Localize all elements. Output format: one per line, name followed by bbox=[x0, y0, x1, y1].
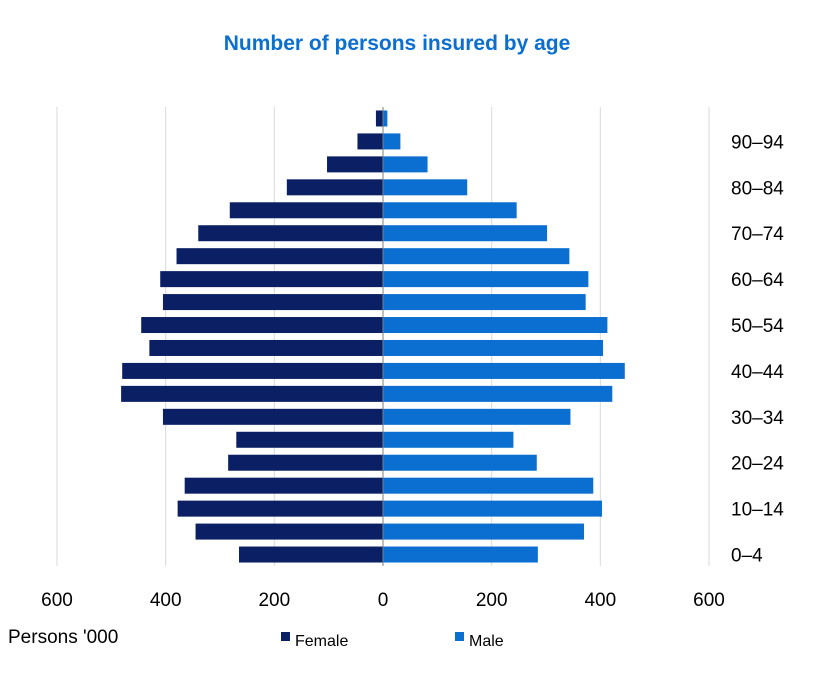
x-tick-label: 400 bbox=[584, 590, 616, 611]
bar-female bbox=[236, 431, 383, 448]
bar-female bbox=[176, 248, 383, 265]
bars bbox=[121, 110, 625, 563]
legend: Female Male bbox=[281, 632, 504, 650]
bar-male bbox=[383, 431, 514, 448]
age-label: 10–14 bbox=[731, 500, 784, 521]
bar-female bbox=[229, 202, 383, 219]
bar-male bbox=[383, 248, 570, 265]
legend-label-female: Female bbox=[295, 633, 348, 650]
bar-male bbox=[383, 362, 625, 379]
x-tick-label: 400 bbox=[150, 590, 182, 611]
bar-female bbox=[162, 294, 383, 311]
bar-male bbox=[383, 523, 585, 540]
bar-female bbox=[228, 454, 383, 471]
x-tick-labels: 600 400 200 0 200 400 600 bbox=[41, 590, 725, 611]
age-label: 30–34 bbox=[731, 408, 784, 429]
bar-male bbox=[383, 110, 388, 127]
bar-male bbox=[383, 385, 613, 402]
bar-female bbox=[122, 362, 383, 379]
legend-label-male: Male bbox=[469, 633, 504, 650]
bar-male bbox=[383, 133, 401, 150]
bar-female bbox=[149, 339, 383, 356]
age-label: 60–64 bbox=[731, 270, 784, 291]
age-label: 40–44 bbox=[731, 362, 784, 383]
x-tick-label: 600 bbox=[41, 590, 73, 611]
age-label: 50–54 bbox=[731, 316, 784, 337]
age-label: 20–24 bbox=[731, 454, 784, 475]
bar-male bbox=[383, 225, 548, 242]
age-label: 0–4 bbox=[731, 546, 763, 567]
bar-male bbox=[383, 317, 608, 334]
bar-male bbox=[383, 179, 468, 196]
bar-male bbox=[383, 339, 604, 356]
age-label: 70–74 bbox=[731, 224, 784, 245]
age-label: 80–84 bbox=[731, 178, 784, 199]
chart-title: Number of persons insured by age bbox=[224, 32, 571, 55]
bar-male bbox=[383, 546, 538, 563]
bar-female bbox=[141, 317, 383, 334]
bar-female bbox=[162, 408, 383, 425]
bar-female bbox=[239, 546, 383, 563]
legend-swatch-female bbox=[281, 632, 290, 641]
bar-female bbox=[327, 156, 383, 173]
bar-female bbox=[184, 477, 383, 494]
age-labels: 0–4 10–14 20–24 30–34 40–44 50–54 60–64 70–74 80… bbox=[731, 132, 784, 566]
bar-female bbox=[375, 110, 383, 127]
age-label: 90–94 bbox=[731, 132, 784, 153]
x-axis-label: Persons '000 bbox=[8, 627, 118, 648]
x-tick-label: 600 bbox=[693, 590, 725, 611]
bar-male bbox=[383, 477, 594, 494]
bar-female bbox=[160, 271, 383, 288]
bar-female bbox=[286, 179, 383, 196]
bar-female bbox=[121, 385, 383, 402]
bar-female bbox=[177, 500, 383, 517]
bar-male bbox=[383, 202, 517, 219]
bar-female bbox=[195, 523, 383, 540]
bar-male bbox=[383, 408, 571, 425]
x-tick-label: 0 bbox=[378, 590, 389, 611]
bar-male bbox=[383, 156, 428, 173]
bar-female bbox=[198, 225, 383, 242]
x-tick-label: 200 bbox=[476, 590, 508, 611]
bar-male bbox=[383, 271, 589, 288]
grid-lines bbox=[56, 107, 710, 566]
bar-male bbox=[383, 454, 537, 471]
legend-swatch-male bbox=[455, 632, 464, 641]
bar-male bbox=[383, 500, 602, 517]
x-tick-label: 200 bbox=[258, 590, 290, 611]
bar-male bbox=[383, 294, 586, 311]
bar-female bbox=[357, 133, 383, 150]
